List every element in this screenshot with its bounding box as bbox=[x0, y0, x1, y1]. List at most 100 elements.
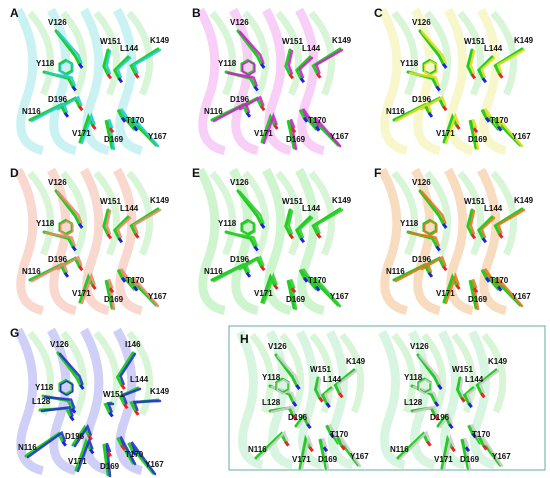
ribbon bbox=[209, 10, 237, 96]
atom-o bbox=[71, 245, 77, 252]
side-chain-alt bbox=[496, 116, 524, 148]
side-chain-alt bbox=[438, 412, 453, 429]
residue-label: D196 bbox=[65, 432, 85, 441]
residue-label: Y118 bbox=[262, 373, 281, 382]
atom-o bbox=[433, 401, 440, 408]
residue-label: T170 bbox=[308, 276, 327, 285]
atom-o bbox=[460, 396, 466, 403]
residue-label: V171 bbox=[254, 129, 273, 138]
ribbon bbox=[444, 167, 475, 315]
side-chain-alt bbox=[276, 354, 300, 386]
atom-o bbox=[470, 73, 477, 80]
side-chain-alt bbox=[105, 442, 112, 478]
atom-o bbox=[117, 237, 124, 244]
ribbon bbox=[196, 167, 227, 315]
side-chain bbox=[298, 268, 318, 291]
residue-label: D169 bbox=[104, 295, 124, 304]
side-chain bbox=[295, 55, 312, 80]
residue-label: L144 bbox=[484, 44, 503, 53]
atom-o bbox=[315, 125, 321, 132]
atom-o bbox=[120, 116, 127, 123]
residue-label: D196 bbox=[230, 255, 250, 264]
atom-o bbox=[273, 284, 279, 290]
side-chain-alt bbox=[106, 402, 115, 413]
side-chain-alt bbox=[30, 102, 69, 123]
side-chain-alt bbox=[420, 30, 447, 65]
side-chain-alt bbox=[105, 209, 112, 235]
atom-o bbox=[120, 276, 127, 283]
side-chain bbox=[418, 189, 445, 226]
residue-label: D169 bbox=[104, 135, 124, 144]
atom-o bbox=[470, 233, 477, 240]
side-chain-alt bbox=[289, 118, 298, 151]
residue-label: V126 bbox=[410, 342, 429, 351]
atom-o bbox=[245, 111, 252, 118]
atom-o bbox=[260, 265, 266, 272]
side-chain-alt bbox=[132, 116, 160, 148]
atom-o bbox=[437, 384, 443, 390]
side-chain-alt bbox=[480, 56, 496, 79]
side-chain-alt bbox=[471, 118, 480, 151]
ribbon bbox=[444, 7, 475, 155]
ribbon bbox=[27, 170, 55, 256]
atom-o bbox=[291, 401, 298, 408]
residue-label: T170 bbox=[490, 116, 509, 125]
atom-o bbox=[288, 233, 295, 240]
residue-label: D196 bbox=[48, 255, 68, 264]
residue-label: N116 bbox=[390, 445, 409, 454]
residue-label: Y167 bbox=[492, 452, 511, 461]
panel-letter: C bbox=[374, 6, 383, 20]
residue-label: L144 bbox=[120, 44, 139, 53]
atom-o bbox=[308, 446, 314, 453]
residue-label: D169 bbox=[286, 295, 306, 304]
ribbon bbox=[126, 10, 154, 96]
side-chain-alt bbox=[480, 216, 496, 239]
side-chain-alt bbox=[463, 437, 472, 471]
side-chain-alt bbox=[212, 102, 251, 123]
side-chain-alt bbox=[44, 231, 76, 247]
atom-o bbox=[338, 392, 344, 399]
side-chain-alt bbox=[317, 377, 323, 398]
atom-o bbox=[316, 72, 322, 79]
side-chain bbox=[320, 386, 333, 405]
atom-o bbox=[260, 105, 266, 112]
side-chain-alt bbox=[444, 112, 460, 145]
residue-label: D169 bbox=[286, 135, 306, 144]
atom-o bbox=[131, 450, 137, 456]
ribbon bbox=[490, 10, 518, 96]
side-chain-alt bbox=[408, 231, 440, 247]
residue-label: K149 bbox=[514, 196, 534, 205]
residue-label: I146 bbox=[125, 340, 141, 349]
residue-label: Y118 bbox=[400, 219, 419, 228]
ribbon bbox=[93, 170, 121, 256]
side-chain bbox=[129, 207, 160, 236]
side-chain-alt bbox=[412, 385, 439, 403]
side-chain bbox=[116, 436, 135, 465]
side-chain bbox=[493, 207, 524, 236]
ribbon bbox=[391, 170, 419, 256]
residue-label: D169 bbox=[468, 295, 488, 304]
residue-label: Y167 bbox=[330, 292, 349, 301]
side-chain-alt bbox=[226, 71, 258, 87]
side-chain bbox=[78, 273, 94, 304]
side-chain-alt bbox=[226, 231, 258, 247]
residue-label: V171 bbox=[292, 455, 311, 464]
panel-letter: F bbox=[374, 166, 381, 180]
atom-o bbox=[108, 411, 114, 418]
side-chain bbox=[455, 376, 464, 400]
ribbon bbox=[391, 332, 417, 414]
ribbon bbox=[262, 167, 293, 315]
side-chain bbox=[310, 117, 340, 147]
atom-o bbox=[123, 403, 129, 410]
side-chain bbox=[492, 277, 522, 307]
atom-o bbox=[448, 423, 454, 430]
ribbon bbox=[196, 7, 227, 155]
side-chain-alt bbox=[469, 49, 476, 75]
side-chain-alt bbox=[132, 208, 162, 235]
side-chain bbox=[468, 279, 478, 310]
atom-o bbox=[315, 285, 321, 292]
residue-label: W151 bbox=[310, 365, 331, 374]
atom-o bbox=[498, 72, 504, 79]
side-chain bbox=[56, 351, 82, 387]
residue-label: L144 bbox=[323, 375, 342, 384]
